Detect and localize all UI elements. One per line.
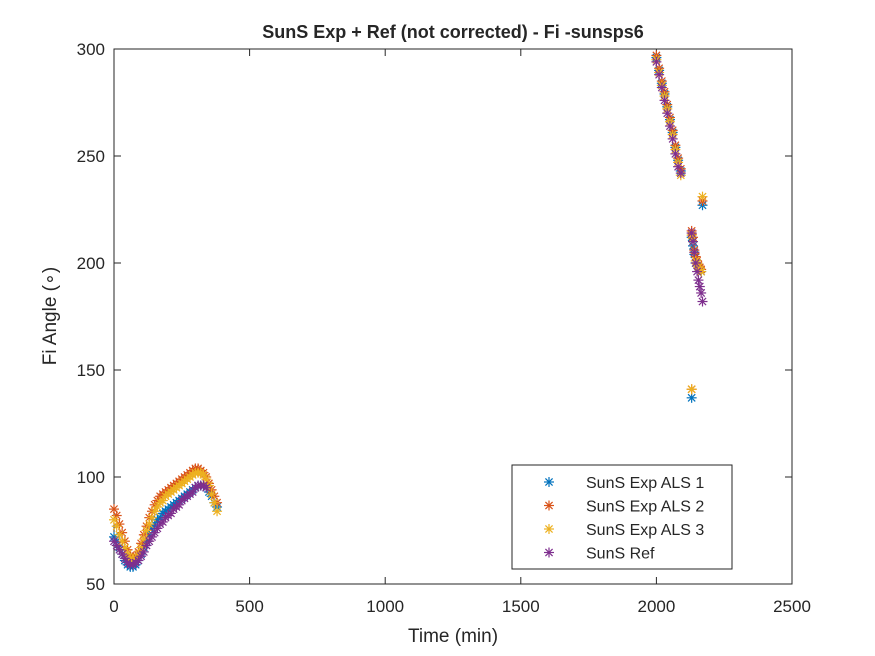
data-point — [206, 489, 217, 500]
x-tick-label: 2500 — [773, 597, 811, 616]
data-point — [690, 258, 701, 268]
y-tick-label: 50 — [86, 575, 105, 594]
legend-marker — [544, 500, 554, 511]
data-point — [689, 247, 700, 258]
x-axis-label: Time (min) — [408, 626, 498, 647]
chart-title: SunS Exp + Ref (not corrected) - Fi -sun… — [262, 22, 644, 42]
data-marks — [109, 50, 708, 572]
legend-label: SunS Exp ALS 1 — [586, 475, 704, 492]
y-tick-label: 250 — [77, 147, 105, 166]
x-tick-label: 1500 — [502, 597, 540, 616]
y-tick-label: 300 — [77, 40, 105, 59]
data-point — [694, 281, 705, 292]
data-point — [688, 236, 699, 247]
data-point — [209, 497, 220, 508]
legend-label: SunS Exp ALS 3 — [586, 522, 704, 539]
data-point — [152, 501, 163, 512]
data-point — [111, 521, 122, 532]
axes: 0 500 1000 1500 2000 2500 50 100 150 200 250 300 — [77, 40, 811, 616]
y-tick-label: 100 — [77, 468, 105, 487]
legend-marker — [544, 547, 554, 558]
data-point — [696, 287, 707, 298]
data-point — [697, 296, 708, 307]
x-tick-label: 500 — [235, 597, 263, 616]
legend: SunS Exp ALS 1 SunS Exp ALS 2 SunS Exp ALS… — [511, 464, 733, 570]
data-point — [686, 384, 697, 395]
data-point — [149, 506, 160, 517]
data-point — [670, 148, 681, 159]
data-point — [654, 69, 665, 80]
data-point — [662, 108, 673, 119]
data-point — [692, 266, 703, 277]
y-tick-label: 200 — [77, 254, 105, 273]
x-tick-label: 1000 — [366, 597, 404, 616]
data-point — [656, 82, 667, 93]
data-point — [664, 121, 675, 132]
x-tick-label: 2000 — [637, 597, 675, 616]
data-point — [187, 486, 198, 497]
legend-marker — [544, 477, 554, 487]
legend-label: SunS Ref — [586, 546, 655, 563]
y-axis-label: Fi Angle (∘) — [40, 267, 61, 365]
data-point — [675, 168, 686, 179]
data-point — [651, 56, 662, 67]
data-point — [667, 133, 678, 144]
data-point — [141, 540, 152, 551]
data-point — [117, 549, 128, 560]
data-point — [212, 506, 223, 517]
data-point — [697, 191, 708, 202]
data-point — [686, 392, 697, 403]
y-tick-label: 150 — [77, 361, 105, 380]
legend-label: SunS Exp ALS 2 — [586, 499, 704, 516]
series-4 — [109, 56, 708, 570]
data-point — [686, 228, 697, 239]
data-point — [693, 275, 704, 286]
data-point — [659, 95, 670, 106]
data-point — [144, 536, 155, 547]
data-point — [201, 482, 212, 493]
legend-marker — [544, 524, 554, 534]
x-tick-label: 0 — [109, 597, 118, 616]
